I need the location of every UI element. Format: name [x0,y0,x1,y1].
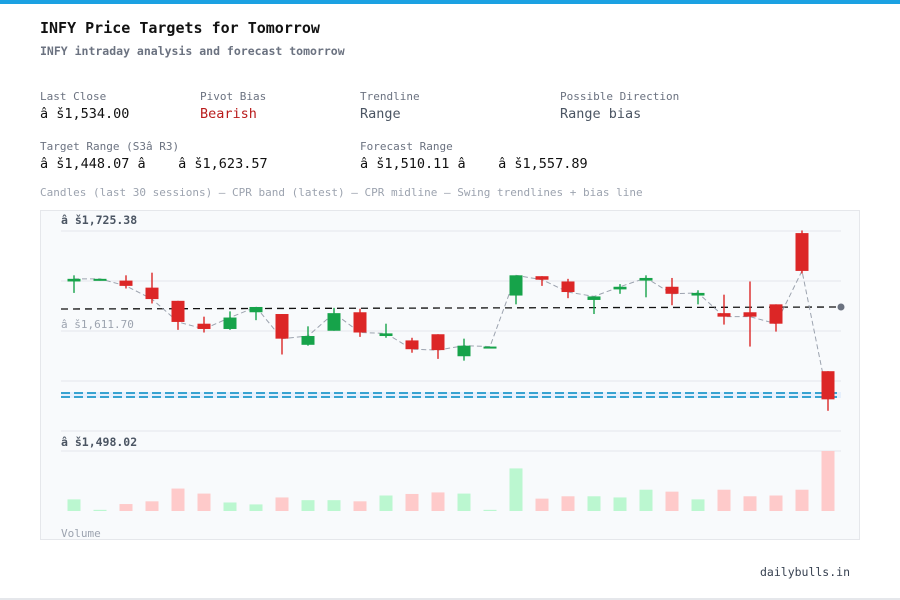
stat-value: Range [360,106,401,122]
volume-bar [743,496,757,511]
page-subtitle: INFY intraday analysis and forecast tomo… [40,44,345,58]
candle-up [223,317,237,329]
candlestick-chart: â š1,725.38 â š1,611.70 â š1,498.02 Volume [40,210,860,540]
volume-label: Volume [61,527,101,540]
stat-target-range: Target Range (S3â R3) â š1,448.07 â â š1… [40,140,268,172]
bias-line-end-dot [837,303,845,311]
candle-down [561,281,575,293]
candle-down [743,312,757,317]
stat-last-close: Last Close â š1,534.00 [40,90,129,122]
stat-label: Forecast Range [360,140,453,153]
candle-up [509,275,523,296]
chart-legend: Candles (last 30 sessions) – CPR band (l… [40,186,643,199]
candle-up [483,346,497,349]
candle-up [67,278,81,282]
volume-bar [561,496,575,511]
volume-bar [613,497,627,511]
volume-bar [93,509,107,511]
volume-bar [795,489,809,511]
stat-value: Bearish [200,106,257,122]
candle-up [379,333,393,337]
candle-up [613,286,627,290]
candle-up [639,277,653,281]
candle-up [327,313,341,331]
stat-value: â š1,534.00 [40,106,130,122]
candle-down [821,371,835,400]
accent-top-bar [0,0,900,4]
chart-canvas: â š1,725.38 â š1,611.70 â š1,498.02 Volume [60,213,845,540]
stat-value: â š1,510.11 â â š1,557.89 [360,156,588,172]
candle-up [249,306,263,313]
candle-up [457,345,471,357]
page-title: INFY Price Targets for Tomorrow [40,19,320,37]
candle-up [691,292,705,296]
volume-bar [197,493,211,511]
volume-bar [249,504,263,511]
volume-bar [67,499,81,511]
candle-down [795,233,809,271]
swing-trendline [74,269,829,400]
candle-down [145,287,159,300]
candle-down [665,286,679,294]
y-tick-label: â š1,725.38 [61,213,137,227]
volume-bar [431,492,445,511]
candle-up [587,296,601,300]
volume-bar [223,502,237,511]
volume-bar [535,498,549,511]
volume-bar [171,488,185,511]
candle-up [301,336,315,345]
volume-bar [639,489,653,511]
stat-possible-direction: Possible Direction Range bias [560,90,679,122]
candle-down [353,312,367,333]
stat-label: Trendline [360,90,420,103]
volume-bar [509,468,523,511]
stat-label: Target Range (S3â R3) [40,140,180,153]
stat-forecast-range: Forecast Range â š1,510.11 â â š1,557.89 [360,140,588,172]
candle-up [93,278,107,281]
candle-down [119,280,133,286]
volume-bar [353,501,367,511]
volume-bar [691,499,705,511]
stat-value: Range bias [560,106,642,122]
volume-bar [821,451,835,511]
volume-bar [457,493,471,511]
candle-down [769,304,783,324]
stat-label: Pivot Bias [200,90,267,103]
volume-bar [327,500,341,511]
brand-footer: dailybulls.in [760,565,851,579]
candle-down [431,334,445,351]
y-tick-label: â š1,611.70 [61,318,134,331]
stat-trendline: Trendline Range [360,90,420,122]
volume-bar [587,496,601,511]
y-tick-label: â š1,498.02 [61,435,137,449]
cpr-band [61,392,841,398]
candle-down [197,323,211,329]
volume-bar [275,497,289,511]
candle-down [717,313,731,317]
volume-bar [301,500,315,511]
volume-bar [145,501,159,511]
stat-pivot-bias: Pivot Bias Bearish [200,90,266,122]
volume-bar [717,489,731,511]
volume-bar [379,495,393,511]
volume-bar [769,495,783,511]
stat-value: â š1,448.07 â â š1,623.57 [40,156,268,172]
volume-bar [665,491,679,511]
stat-label: Possible Direction [560,90,680,103]
volume-bar [119,504,133,511]
candle-down [275,314,289,339]
stat-label: Last Close [40,90,107,103]
bottom-divider [0,598,900,600]
volume-bar [405,493,419,511]
volume-bar [483,509,497,511]
candle-down [171,300,185,322]
candle-down [535,276,549,280]
candle-down [405,340,419,350]
cpr-midline [60,306,842,310]
